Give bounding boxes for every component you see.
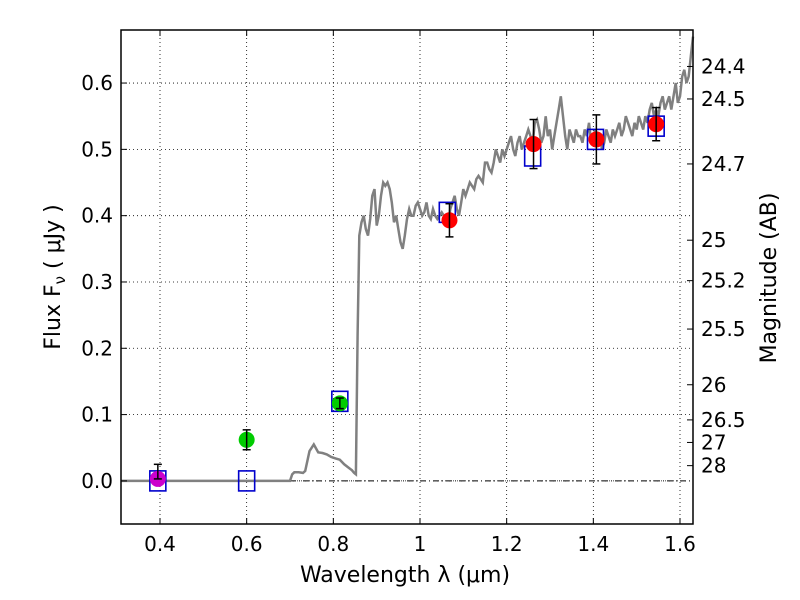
right-tick-label: 24.4 <box>701 54 746 78</box>
right-tick-label: 24.7 <box>701 152 746 176</box>
right-tick-label: 25.5 <box>701 317 746 341</box>
right-tick-label: 25 <box>701 228 726 252</box>
right-tick-label: 26.5 <box>701 408 746 432</box>
x-tick-label: 0.8 <box>317 532 349 556</box>
y-tick-label: 0.3 <box>81 270 113 294</box>
y-axis-left-label-unit: ( μJy ) <box>41 204 66 276</box>
right-tick-label: 24.5 <box>701 87 746 111</box>
grid-lines <box>121 30 693 524</box>
x-tick-label: 1.6 <box>664 532 696 556</box>
y-axis-left-ticks: 0.0 0.1 0.2 0.3 0.4 0.5 0.6 <box>81 71 127 493</box>
y-axis-left-label-main: Flux F <box>41 284 66 349</box>
plot-frame <box>120 29 694 525</box>
y-tick-label: 0.0 <box>81 469 113 493</box>
model-spectrum-line <box>121 36 695 483</box>
y-tick-label: 0.1 <box>81 403 113 427</box>
y-tick-label: 0.2 <box>81 336 113 360</box>
right-tick-label: 25.2 <box>701 269 746 293</box>
model-spectrum-group <box>121 36 695 483</box>
right-tick-label: 28 <box>701 454 726 478</box>
x-tick-label: 0.6 <box>231 532 263 556</box>
right-tick-label: 26 <box>701 373 726 397</box>
right-tick-label: 27 <box>701 430 726 454</box>
y-tick-label: 0.4 <box>81 204 113 228</box>
model-box-marker <box>331 390 349 413</box>
y-axis-right-label: Magnitude (AB) <box>757 193 782 364</box>
x-axis-ticks: 0.4 0.6 0.8 1 1.2 1.4 1.6 <box>144 30 696 556</box>
x-tick-label: 1.4 <box>577 532 609 556</box>
y-axis-left-label: Flux Fν ( μJy ) <box>41 204 69 349</box>
x-axis-label: Wavelength λ (μm) <box>300 563 510 588</box>
x-tick-label: 1 <box>414 532 427 556</box>
y-tick-label: 0.5 <box>81 137 113 161</box>
x-tick-label: 1.2 <box>491 532 523 556</box>
observed-data-points <box>149 106 665 487</box>
y-tick-label: 0.6 <box>81 71 113 95</box>
y-axis-left-label-sub: ν <box>51 276 69 284</box>
model-box-marker <box>237 470 256 492</box>
x-tick-label: 0.4 <box>144 532 176 556</box>
model-box-markers <box>149 115 665 492</box>
